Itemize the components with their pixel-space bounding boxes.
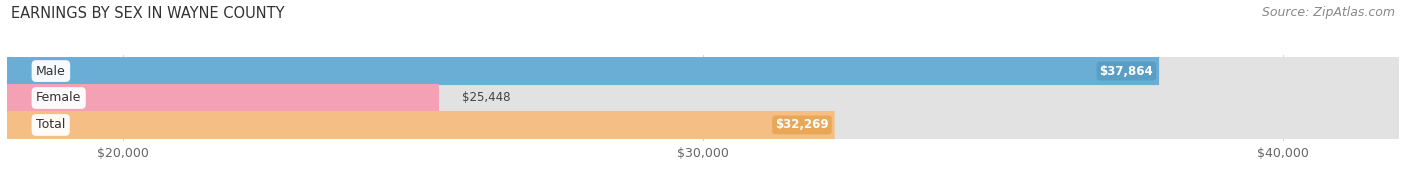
- FancyBboxPatch shape: [7, 84, 439, 112]
- FancyBboxPatch shape: [7, 111, 835, 139]
- FancyBboxPatch shape: [7, 111, 1399, 139]
- Text: Male: Male: [37, 64, 66, 78]
- FancyBboxPatch shape: [7, 84, 1399, 112]
- FancyBboxPatch shape: [7, 57, 1399, 85]
- Text: EARNINGS BY SEX IN WAYNE COUNTY: EARNINGS BY SEX IN WAYNE COUNTY: [11, 6, 285, 21]
- Text: $32,269: $32,269: [775, 118, 828, 132]
- FancyBboxPatch shape: [7, 57, 1159, 85]
- Text: $25,448: $25,448: [463, 92, 510, 104]
- Text: $37,864: $37,864: [1099, 64, 1153, 78]
- Text: Total: Total: [37, 118, 66, 132]
- Text: Source: ZipAtlas.com: Source: ZipAtlas.com: [1261, 6, 1395, 19]
- Text: Female: Female: [37, 92, 82, 104]
